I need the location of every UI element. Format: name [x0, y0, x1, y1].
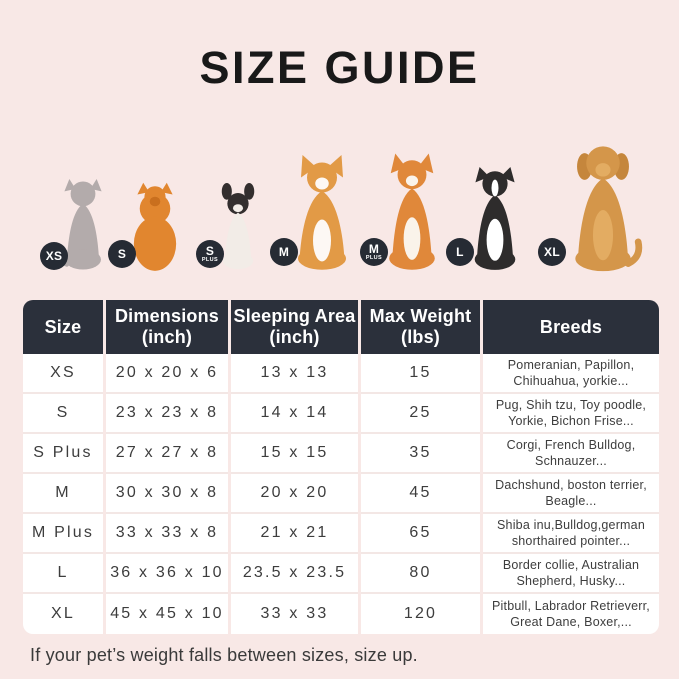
- table-row-s: S 23 x 23 x 8 14 x 14 25 Pug, Shih tzu, …: [23, 394, 659, 434]
- cell-max-weight: 15: [361, 354, 480, 394]
- size-badge-m: M: [270, 238, 298, 266]
- cell-dimensions: 23 x 23 x 8: [106, 394, 228, 434]
- cell-breeds: Dachshund, boston terrier, Beagle...: [483, 474, 659, 514]
- cell-dimensions: 33 x 33 x 8: [106, 514, 228, 554]
- size-badge-xl: XL: [538, 238, 566, 266]
- border-collie-l-figure: L: [446, 150, 530, 272]
- cell-size: S: [23, 394, 103, 434]
- golden-retriever-xl-figure: XL: [538, 138, 646, 272]
- cell-max-weight: 45: [361, 474, 480, 514]
- size-badge-l: L: [446, 238, 474, 266]
- badge-label: S: [205, 243, 215, 258]
- table-row-xs: XS 20 x 20 x 6 13 x 13 15 Pomeranian, Pa…: [23, 354, 659, 394]
- page-title: SIZE GUIDE: [199, 42, 480, 93]
- header-line2: (inch): [269, 327, 320, 347]
- cell-size: S Plus: [23, 434, 103, 474]
- cell-dimensions: 45 x 45 x 10: [106, 594, 228, 634]
- badge-label: L: [456, 245, 464, 259]
- cell-max-weight: 80: [361, 554, 480, 594]
- badge-label: XS: [45, 249, 63, 263]
- cell-sleeping-area: 21 x 21: [231, 514, 358, 554]
- sizing-footnote: If your pet’s weight falls between sizes…: [30, 645, 418, 665]
- shiba-inu-mplus-figure: M PLUS: [360, 146, 450, 272]
- cell-size: M Plus: [23, 514, 103, 554]
- size-badge-s-plus: S PLUS: [196, 240, 224, 268]
- cell-dimensions: 20 x 20 x 6: [106, 354, 228, 394]
- header-line1: Max Weight: [369, 306, 472, 327]
- table-header-row: Size Dimensions (inch) Sleeping Area (in…: [23, 300, 659, 354]
- cell-breeds: Pug, Shih tzu, Toy poodle, Yorkie, Bicho…: [483, 394, 659, 434]
- cell-sleeping-area: 23.5 x 23.5: [231, 554, 358, 594]
- badge-label: XL: [544, 245, 560, 259]
- table-row-m: M 30 x 30 x 8 20 x 20 45 Dachshund, bost…: [23, 474, 659, 514]
- table-row-s-plus: S Plus 27 x 27 x 8 15 x 15 35 Corgi, Fre…: [23, 434, 659, 474]
- cell-dimensions: 27 x 27 x 8: [106, 434, 228, 474]
- badge-label: M: [278, 245, 290, 259]
- header-sleeping-area: Sleeping Area (inch): [231, 300, 358, 354]
- table-row-l: L 36 x 36 x 10 23.5 x 23.5 80 Border col…: [23, 554, 659, 594]
- header-line1: Size: [44, 316, 82, 337]
- cell-size: XS: [23, 354, 103, 394]
- border-collie-icon: [474, 167, 516, 270]
- badge-label: S: [117, 247, 127, 261]
- table-row-m-plus: M Plus 33 x 33 x 8 21 x 21 65 Shiba inu,…: [23, 514, 659, 554]
- french-bulldog-icon: [221, 182, 255, 270]
- cell-sleeping-area: 33 x 33: [231, 594, 358, 634]
- header-line2: (inch): [141, 327, 193, 347]
- badge-sublabel: PLUS: [365, 254, 383, 261]
- badge-label: M: [368, 241, 380, 256]
- size-badge-s: S: [108, 240, 136, 268]
- french-bulldog-splus-figure: S PLUS: [196, 168, 266, 272]
- cell-dimensions: 36 x 36 x 10: [106, 554, 228, 594]
- corgi-m-figure: M: [270, 152, 360, 272]
- cell-size: XL: [23, 594, 103, 634]
- header-dimensions: Dimensions (inch): [106, 300, 228, 354]
- cell-breeds: Pomeranian, Papillon, Chihuahua, yorkie.…: [483, 354, 659, 394]
- header-size: Size: [23, 300, 103, 354]
- corgi-icon: [298, 155, 346, 270]
- cat-icon: [56, 179, 102, 270]
- cell-sleeping-area: 14 x 14: [231, 394, 358, 434]
- size-badge-xs: XS: [40, 242, 68, 270]
- cell-breeds: Pitbull, Labrador Retrieverr, Great Dane…: [483, 594, 659, 634]
- cell-breeds: Shiba inu,Bulldog,german shorthaired poi…: [483, 514, 659, 554]
- cell-max-weight: 65: [361, 514, 480, 554]
- size-badge-m-plus: M PLUS: [360, 238, 388, 266]
- table-row-xl: XL 45 x 45 x 10 33 x 33 120 Pitbull, Lab…: [23, 594, 659, 634]
- cell-dimensions: 30 x 30 x 8: [106, 474, 228, 514]
- cell-max-weight: 120: [361, 594, 480, 634]
- cell-size: L: [23, 554, 103, 594]
- header-breeds: Breeds: [483, 300, 659, 354]
- shiba-inu-icon: [389, 153, 435, 270]
- cell-size: M: [23, 474, 103, 514]
- cell-breeds: Corgi, French Bulldog, Schnauzer...: [483, 434, 659, 474]
- badge-sublabel: PLUS: [201, 256, 219, 263]
- pet-size-illustrations: XS S S PLUS: [0, 130, 679, 272]
- cell-breeds: Border collie, Australian Shepherd, Husk…: [483, 554, 659, 594]
- cell-sleeping-area: 15 x 15: [231, 434, 358, 474]
- cat-xs-figure: XS: [40, 172, 114, 272]
- size-guide-table: Size Dimensions (inch) Sleeping Area (in…: [23, 300, 659, 634]
- header-line1: Dimensions: [114, 306, 220, 327]
- pomeranian-icon: [133, 182, 177, 271]
- cell-sleeping-area: 13 x 13: [231, 354, 358, 394]
- header-line2: (lbs): [401, 327, 440, 347]
- golden-retriever-icon: [575, 146, 643, 272]
- pomeranian-s-figure: S: [108, 178, 188, 272]
- cell-sleeping-area: 20 x 20: [231, 474, 358, 514]
- header-line1: Breeds: [539, 316, 603, 337]
- cell-max-weight: 35: [361, 434, 480, 474]
- header-max-weight: Max Weight (lbs): [361, 300, 480, 354]
- header-line1: Sleeping Area: [233, 306, 356, 327]
- cell-max-weight: 25: [361, 394, 480, 434]
